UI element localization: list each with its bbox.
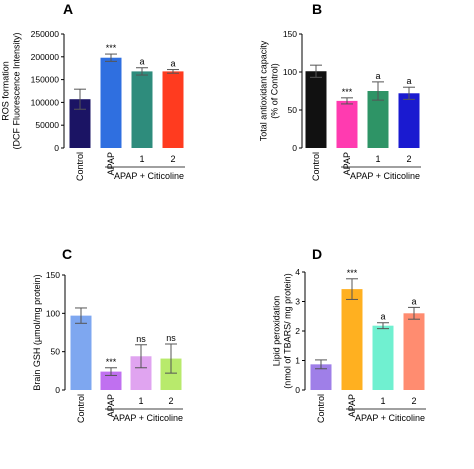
y-tick-label: 200000	[31, 52, 60, 62]
category-label: 1	[380, 396, 385, 406]
panel-letter: B	[312, 1, 322, 17]
y-tick-label: 50	[51, 347, 61, 357]
y-axis-label: Brain GSH (µmol/mg protein)	[32, 274, 42, 390]
bar	[398, 93, 420, 148]
panel-b: B 0 50 100 150 Total antioxidant capacity (% o…	[259, 1, 421, 181]
y-tick-label: 250000	[31, 29, 60, 39]
category-label: Control	[316, 394, 326, 423]
panel-letter: C	[62, 246, 72, 262]
y-axis-label: (nmol of TBARS/ mg protein)	[283, 273, 293, 388]
bar	[372, 325, 394, 390]
category-label: APAP	[347, 394, 357, 417]
y-tick-label: 0	[292, 143, 297, 153]
y-tick-label: 100	[283, 67, 297, 77]
panel-a: A 0 50000 100000 150000 200000 250000 ROS forma…	[1, 1, 185, 181]
bar	[131, 71, 153, 148]
bar	[341, 289, 363, 390]
category-label: 2	[168, 396, 173, 406]
bar	[305, 71, 327, 148]
bar	[160, 358, 182, 390]
category-label: 1	[138, 396, 143, 406]
significance-label: a	[380, 312, 385, 322]
significance-label: a	[411, 296, 416, 306]
bar	[130, 356, 152, 390]
bar	[70, 315, 92, 390]
significance-label: ***	[342, 87, 353, 97]
group-label: APAP + Citicoline	[350, 171, 420, 181]
y-tick-label: 0	[55, 385, 60, 395]
significance-label: ***	[106, 43, 117, 53]
panel-d: D 0 1 2 3 4 Lipid peroxidation (nmol of TBARS/ …	[272, 246, 426, 423]
y-tick-label: 0	[295, 385, 300, 395]
bar	[336, 100, 358, 148]
category-label: 2	[411, 396, 416, 406]
panel-letter: A	[63, 1, 73, 17]
significance-label: ***	[106, 357, 117, 367]
bar	[100, 371, 122, 390]
bar	[100, 57, 122, 148]
y-tick-label: 50	[288, 105, 298, 115]
y-tick-label: 100000	[31, 97, 60, 107]
significance-label: ns	[136, 334, 146, 344]
bar	[367, 91, 389, 148]
group-label: APAP + Citicoline	[113, 413, 183, 423]
category-label: Control	[76, 394, 86, 423]
y-axis-label: (% of Control)	[270, 63, 280, 119]
significance-label: a	[139, 57, 144, 67]
category-label: Control	[311, 152, 321, 181]
y-axis-label: Lipid peroxidation	[272, 296, 282, 367]
significance-label: a	[406, 76, 411, 86]
y-axis-label: Total antioxidant capacity	[259, 40, 269, 141]
significance-label: ***	[347, 268, 358, 278]
y-tick-label: 150000	[31, 75, 60, 85]
category-label: APAP	[106, 152, 116, 175]
group-label: APAP + Citicoline	[114, 171, 184, 181]
bar	[310, 364, 332, 390]
bar	[403, 313, 425, 390]
significance-label: a	[170, 59, 175, 69]
y-tick-label: 1	[295, 356, 300, 366]
category-label: APAP	[106, 394, 116, 417]
category-label: Control	[75, 152, 85, 181]
bar	[162, 71, 184, 148]
y-axis-label: (DCF Fluorescence Intensity)	[12, 32, 22, 149]
y-tick-label: 50000	[35, 120, 59, 130]
y-tick-label: 150	[283, 29, 297, 39]
y-tick-label: 2	[295, 326, 300, 336]
category-label: APAP	[342, 152, 352, 175]
significance-label: ns	[166, 333, 176, 343]
y-tick-label: 4	[295, 267, 300, 277]
category-label: 2	[170, 154, 175, 164]
category-label: 2	[406, 154, 411, 164]
group-label: APAP + Citicoline	[355, 413, 425, 423]
panel-letter: D	[312, 246, 322, 262]
panel-c: C 0 50 100 150 Brain GSH (µmol/mg protein) Con…	[32, 246, 183, 423]
bar	[69, 99, 91, 148]
y-axis-label: ROS formation	[1, 61, 11, 121]
y-tick-label: 150	[46, 270, 60, 280]
significance-label: a	[375, 71, 380, 81]
y-tick-label: 0	[54, 143, 59, 153]
y-tick-label: 3	[295, 297, 300, 307]
y-tick-label: 100	[46, 308, 60, 318]
category-label: 1	[375, 154, 380, 164]
category-label: 1	[139, 154, 144, 164]
